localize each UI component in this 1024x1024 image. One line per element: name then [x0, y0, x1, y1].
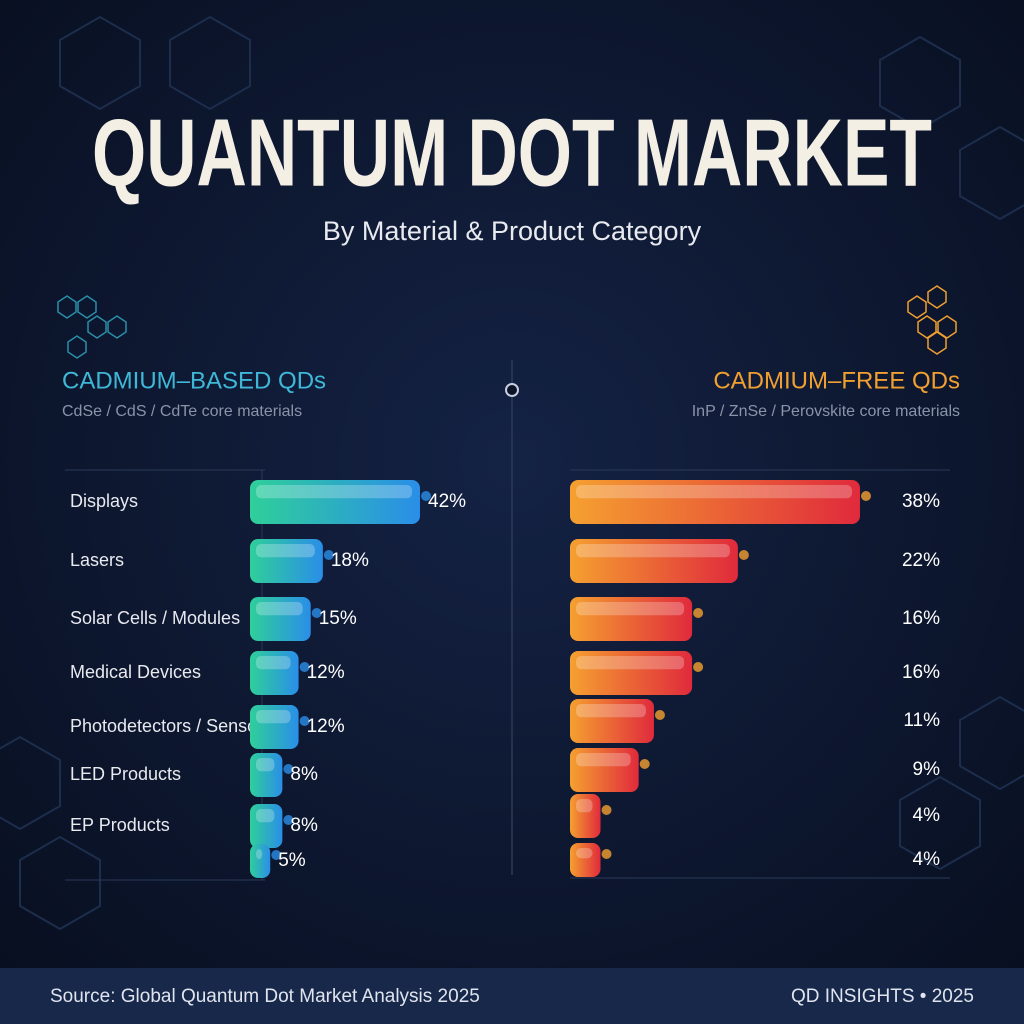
- value-label: 22%: [902, 550, 940, 571]
- value-label: 12%: [307, 662, 345, 683]
- glow-dot: [861, 491, 871, 501]
- bar-highlight: [576, 753, 631, 767]
- page-subtitle: By Material & Product Category: [323, 216, 702, 246]
- bar-highlight: [576, 485, 852, 499]
- value-label: 16%: [902, 608, 940, 629]
- bar: [570, 843, 601, 877]
- bar-highlight: [256, 849, 263, 860]
- value-label: 8%: [290, 815, 318, 836]
- molecule-icon-right: [907, 285, 957, 355]
- section-subtitle: CdSe / CdS / CdTe core materials: [62, 403, 302, 420]
- glow-dot: [738, 550, 749, 560]
- bar: [570, 539, 738, 583]
- bar-highlight: [256, 544, 315, 558]
- molecule-icon-left: [57, 295, 127, 359]
- bar-highlight: [256, 809, 275, 823]
- value-label: 4%: [913, 805, 941, 826]
- glow-dot: [601, 849, 612, 859]
- bar: [250, 804, 283, 848]
- value-label: 8%: [290, 764, 318, 785]
- bar: [570, 748, 639, 792]
- bar: [250, 651, 299, 695]
- bar-highlight: [576, 799, 593, 813]
- bar: [250, 539, 323, 583]
- bar: [570, 699, 654, 743]
- category-label: Solar Cells / Modules: [70, 608, 240, 628]
- bar-highlight: [576, 544, 730, 558]
- section-title: CADMIUM–BASED QDs: [62, 367, 326, 394]
- value-label: 18%: [331, 550, 369, 571]
- value-label: 16%: [902, 662, 940, 683]
- bar: [250, 844, 271, 878]
- value-label: 9%: [913, 759, 941, 780]
- glow-dot: [311, 608, 322, 618]
- page-title: QUANTUM DOT MARKET: [92, 99, 932, 206]
- glow-dot: [271, 850, 282, 860]
- bar: [570, 651, 693, 695]
- glow-dot: [693, 608, 704, 618]
- bar-highlight: [576, 602, 685, 616]
- value-label: 5%: [278, 850, 306, 871]
- glow-dot: [601, 805, 612, 815]
- value-label: 4%: [913, 849, 941, 870]
- glow-dot: [693, 662, 704, 672]
- bar-highlight: [256, 656, 291, 670]
- value-label: 42%: [428, 491, 466, 512]
- bar: [250, 597, 311, 641]
- bar-highlight: [256, 758, 275, 772]
- category-label: LED Products: [70, 764, 181, 784]
- category-label: Medical Devices: [70, 662, 201, 682]
- bar: [250, 753, 283, 797]
- glow-dot: [323, 550, 334, 560]
- glow-dot: [639, 759, 650, 769]
- section-subtitle: InP / ZnSe / Perovskite core materials: [692, 403, 960, 420]
- glow-dot: [654, 710, 665, 720]
- bar: [570, 597, 693, 641]
- value-label: 15%: [319, 608, 357, 629]
- footer-bar: [0, 968, 1024, 1024]
- category-label: Displays: [70, 491, 138, 511]
- glow-dot: [299, 662, 310, 672]
- bar: [250, 480, 420, 524]
- bar-highlight: [576, 704, 646, 718]
- glow-dot: [283, 764, 294, 774]
- bar-highlight: [256, 602, 303, 616]
- footer-source: Source: Global Quantum Dot Market Analys…: [50, 986, 480, 1007]
- bar-highlight: [256, 485, 412, 499]
- bar-highlight: [576, 848, 593, 859]
- bar-highlight: [576, 656, 685, 670]
- value-label: 12%: [307, 716, 345, 737]
- divider-dot: [505, 383, 519, 397]
- value-label: 11%: [903, 710, 940, 731]
- category-label: Photodetectors / Sensors: [70, 716, 272, 736]
- bar: [570, 794, 601, 838]
- hex-decoration: [0, 15, 1024, 931]
- glow-dot: [421, 491, 431, 501]
- category-label: EP Products: [70, 815, 170, 835]
- bar: [570, 480, 860, 524]
- glow-dot: [283, 815, 294, 825]
- value-label: 38%: [902, 491, 940, 512]
- footer-brand: QD INSIGHTS • 2025: [791, 986, 974, 1007]
- glow-dot: [299, 716, 310, 726]
- bar-highlight: [256, 710, 291, 724]
- bar: [250, 705, 299, 749]
- section-title: CADMIUM–FREE QDs: [713, 367, 960, 394]
- category-label: Lasers: [70, 550, 124, 570]
